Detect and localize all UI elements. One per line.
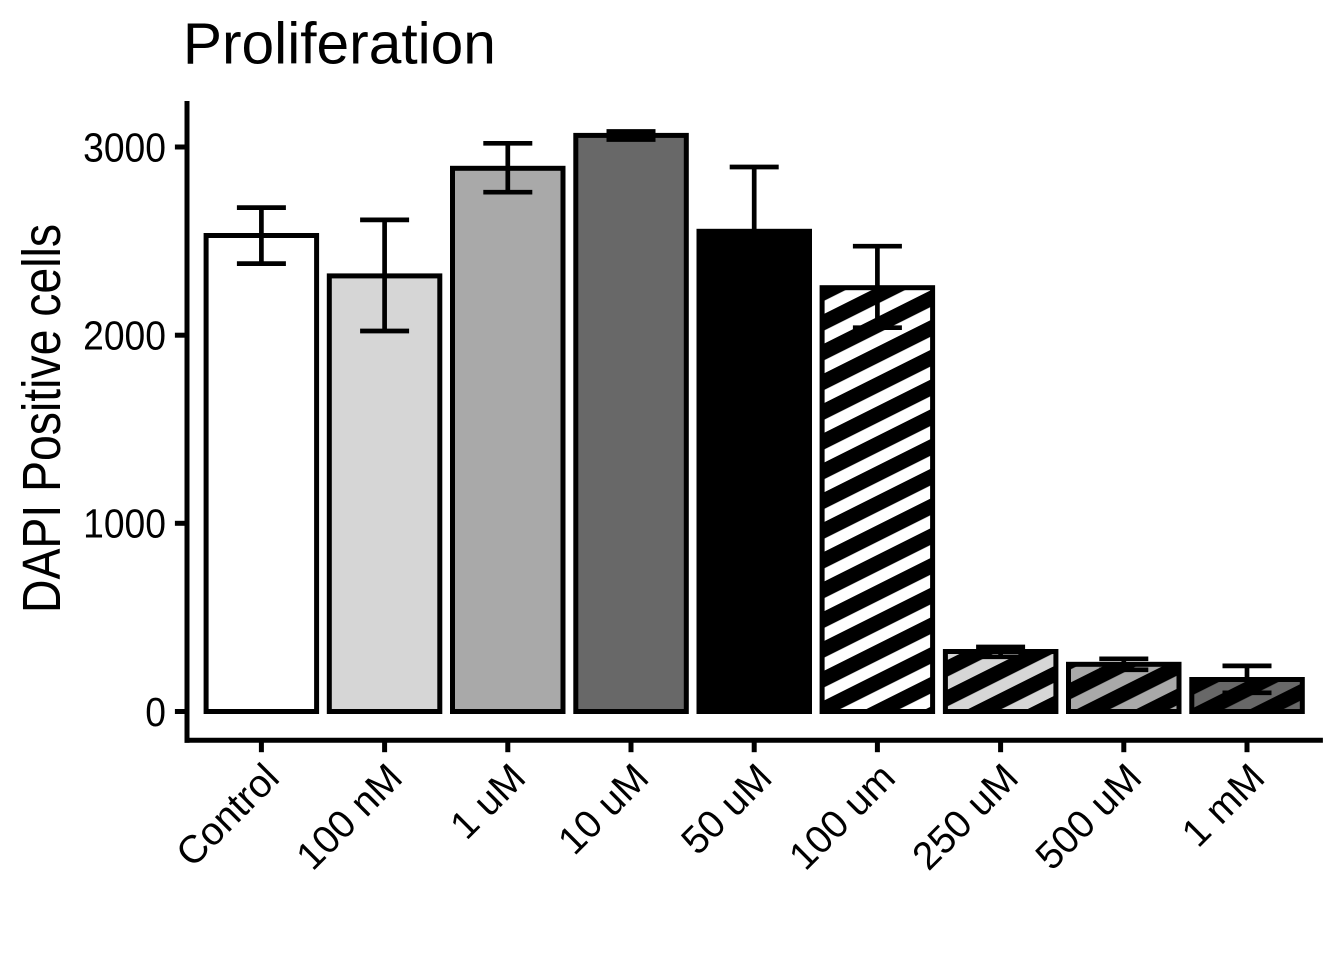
svg-text:3000: 3000 [83, 124, 166, 170]
svg-text:0: 0 [145, 689, 166, 735]
svg-text:Proliferation: Proliferation [183, 12, 496, 77]
svg-text:1000: 1000 [83, 501, 166, 547]
svg-text:DAPI Positive cells: DAPI Positive cells [12, 224, 72, 613]
svg-text:2000: 2000 [83, 313, 166, 359]
